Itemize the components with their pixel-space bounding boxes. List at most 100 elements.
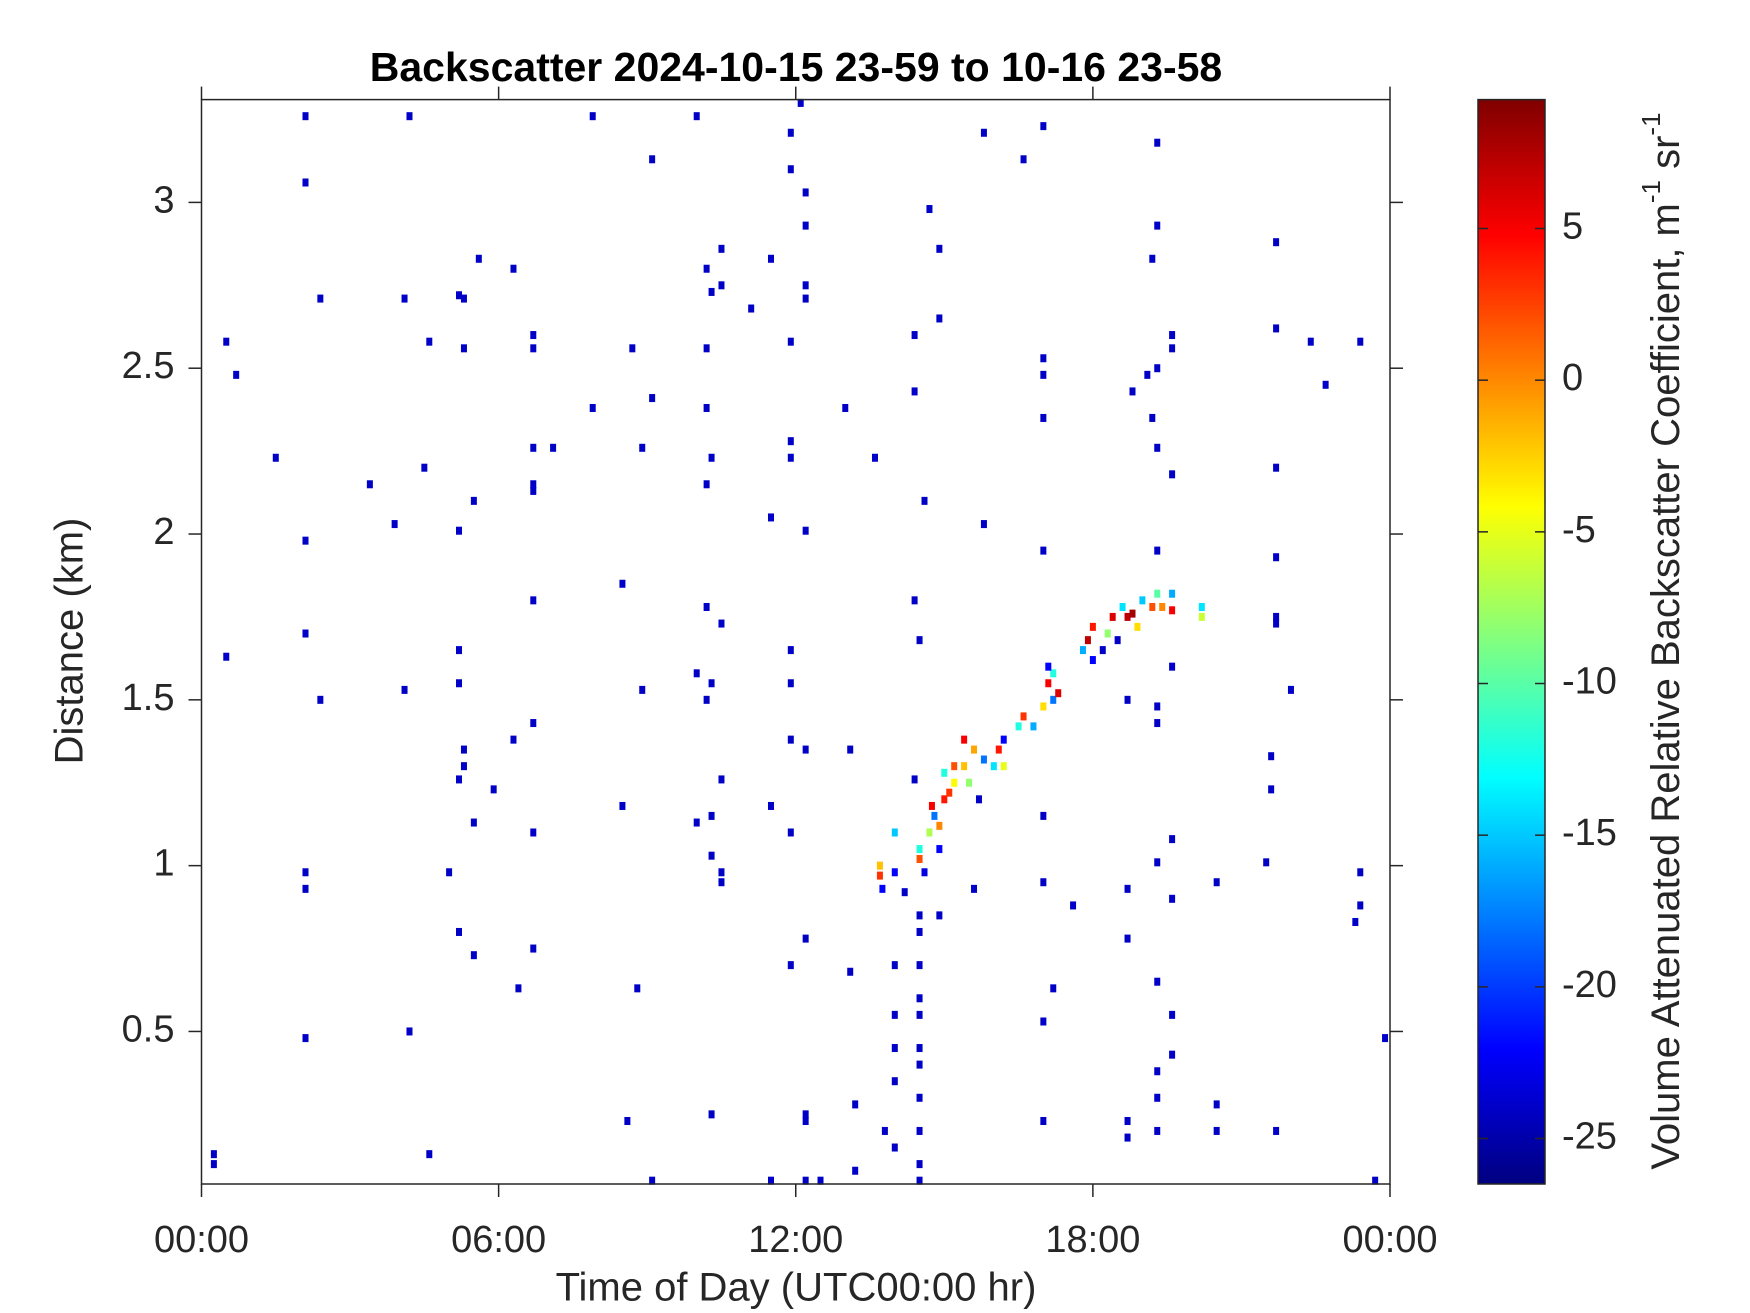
data-cell [971, 884, 978, 893]
data-cell [916, 1060, 923, 1069]
data-cell [1040, 413, 1047, 422]
data-cell [718, 619, 725, 628]
data-cell [708, 453, 715, 462]
data-cell [995, 745, 1002, 754]
data-cell [1154, 977, 1161, 986]
data-cell [1040, 702, 1047, 711]
data-cell [1149, 254, 1156, 263]
data-cell [787, 679, 794, 688]
data-cell [1124, 934, 1131, 943]
data-cell [649, 394, 656, 403]
data-cell [406, 1027, 413, 1036]
data-cell [941, 768, 948, 777]
data-cell [802, 1116, 809, 1125]
data-cell [460, 294, 467, 303]
colorbar-tick-label: -20 [1562, 964, 1617, 1006]
data-cell [302, 536, 309, 545]
data-cell [1124, 884, 1131, 893]
data-cell [634, 984, 641, 993]
colorbar [1477, 98, 1546, 1185]
colorbar-label-exp: -1 [1636, 112, 1666, 135]
data-cell [1273, 1126, 1280, 1135]
data-cell [530, 719, 537, 728]
data-cell [693, 112, 700, 121]
x-axis-label: Time of Day (UTC00:00 hr) [556, 1266, 1037, 1310]
colorbar-tick-label: -25 [1562, 1116, 1617, 1158]
data-cell [966, 778, 973, 787]
data-cell [1357, 868, 1364, 877]
data-cell [802, 221, 809, 230]
data-cell [1213, 1126, 1220, 1135]
data-cell [1169, 1050, 1176, 1059]
data-cell [1169, 344, 1176, 353]
data-cell [470, 951, 477, 960]
data-cell [916, 1160, 923, 1169]
data-cell [530, 443, 537, 452]
data-cell [302, 884, 309, 893]
data-cell [302, 868, 309, 877]
data-cell [223, 652, 230, 661]
data-cell [708, 851, 715, 860]
data-cell [446, 868, 453, 877]
data-cell [787, 128, 794, 137]
data-cell [718, 878, 725, 887]
x-tick-label: 00:00 [154, 1219, 249, 1261]
data-cell [1154, 443, 1161, 452]
data-cell [1149, 602, 1156, 611]
data-cell [1154, 138, 1161, 147]
data-cell [470, 496, 477, 505]
data-cell [767, 513, 774, 522]
data-cell [1000, 735, 1007, 744]
data-cell [1020, 155, 1027, 164]
data-cell [787, 735, 794, 744]
data-cell [703, 480, 710, 489]
x-tick-label: 12:00 [748, 1219, 843, 1261]
data-cell [802, 1110, 809, 1119]
data-cell [1154, 546, 1161, 555]
data-cell [1040, 878, 1047, 887]
data-cell [1273, 553, 1280, 562]
data-cell [916, 1010, 923, 1019]
data-cell [1050, 669, 1057, 678]
data-cell [852, 1166, 859, 1175]
data-cell [916, 855, 923, 864]
data-cell [916, 911, 923, 920]
data-cell [787, 437, 794, 446]
data-cell [921, 496, 928, 505]
data-cell [787, 165, 794, 174]
data-cell [891, 961, 898, 970]
data-cell [629, 344, 636, 353]
data-cell [233, 370, 240, 379]
data-cell [980, 755, 987, 764]
data-cell [787, 337, 794, 346]
data-cell [1154, 702, 1161, 711]
data-cell [1030, 722, 1037, 731]
data-cell [1273, 612, 1280, 621]
data-cell [1040, 1017, 1047, 1026]
data-cell [1213, 1100, 1220, 1109]
data-cell [1040, 354, 1047, 363]
data-cell [879, 884, 886, 893]
data-cell [1263, 858, 1270, 867]
data-cell [302, 112, 309, 121]
data-cell [928, 801, 935, 810]
data-cell [1307, 337, 1314, 346]
data-cell [941, 795, 948, 804]
data-cell [1129, 609, 1136, 618]
data-cell [787, 828, 794, 837]
data-cell [767, 801, 774, 810]
colorbar-label-text: Volume Attenuated Relative Backscatter C… [1644, 203, 1688, 1169]
data-cell [1040, 370, 1047, 379]
data-cell [1169, 835, 1176, 844]
data-cell [1273, 463, 1280, 472]
data-cell [842, 404, 849, 413]
data-cell [961, 762, 968, 771]
data-cell [881, 1126, 888, 1135]
x-tick-label: 18:00 [1045, 1219, 1140, 1261]
data-cell [210, 1160, 217, 1169]
data-cell [302, 629, 309, 638]
data-cell [1040, 811, 1047, 820]
data-cell [1040, 122, 1047, 131]
data-cell [1357, 337, 1364, 346]
